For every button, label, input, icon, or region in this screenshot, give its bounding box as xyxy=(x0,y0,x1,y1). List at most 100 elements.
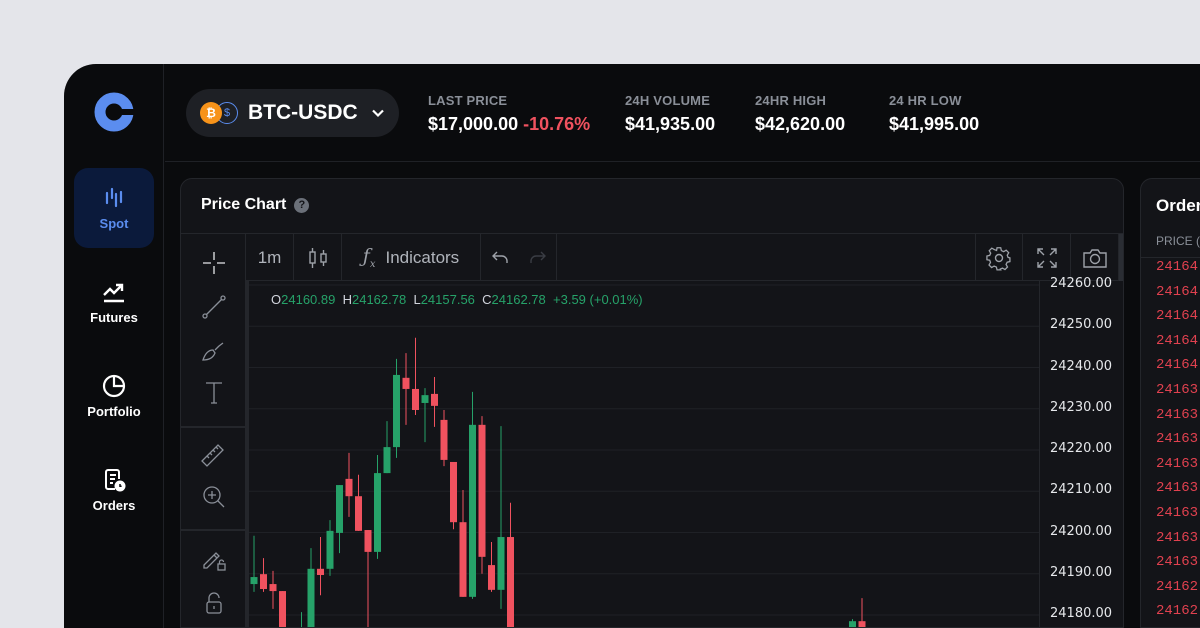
ask-price[interactable]: 24164. xyxy=(1156,283,1200,300)
y-tick-label: 24190.00 xyxy=(1050,564,1113,580)
stat-last-price: LAST PRICE $17,000.00 -10.76% xyxy=(428,93,590,135)
chart-toolbar: 1m ƒx Indicators xyxy=(246,233,1123,281)
sidebar-item-futures[interactable]: Futures xyxy=(74,262,154,342)
orders-clock-icon xyxy=(105,468,126,491)
candle-body xyxy=(469,424,476,597)
order-book-title: Order Book xyxy=(1156,196,1200,215)
camera-icon xyxy=(1082,248,1107,268)
ask-price[interactable]: 24164. xyxy=(1156,332,1200,349)
scrollbar[interactable] xyxy=(1119,234,1123,281)
ask-price[interactable]: 24163. xyxy=(1156,455,1200,472)
pair-name: BTC-USDC xyxy=(248,101,358,124)
candle-body xyxy=(355,496,362,531)
candle-body xyxy=(858,621,866,627)
price-column-header: PRICE (USDC) xyxy=(1156,234,1200,248)
sidebar-item-orders[interactable]: Orders xyxy=(74,450,154,530)
stat-label: 24 HR LOW xyxy=(889,93,962,108)
ask-price[interactable]: 24164. xyxy=(1156,357,1200,374)
change-value: +3.59 (+0.01%) xyxy=(553,292,643,307)
stat-24h-volume: 24H VOLUME $41,935.00 xyxy=(625,93,715,135)
sidebar-item-spot[interactable]: Spot xyxy=(74,168,154,248)
chart-left-edge xyxy=(246,281,249,627)
logo-icon[interactable] xyxy=(94,92,134,132)
candle-body xyxy=(393,374,400,448)
y-tick-label: 24220.00 xyxy=(1050,441,1113,456)
market-header: ₿ $ BTC-USDC LAST PRICE $17,000.00 -10.7… xyxy=(165,64,1200,162)
y-tick-label: 24200.00 xyxy=(1050,523,1113,539)
btc-coin-icon: ₿ xyxy=(200,102,222,124)
screenshot-button[interactable] xyxy=(1071,234,1119,281)
settings-button[interactable] xyxy=(975,234,1023,281)
order-book-panel: Order Book PRICE (USDC) 24164. 24164. 2416… xyxy=(1140,178,1200,628)
function-icon: ƒx xyxy=(362,245,376,270)
candle-body xyxy=(279,591,286,627)
y-tick-label: 24260.00 xyxy=(1050,276,1113,291)
sidebar-item-label: Orders xyxy=(92,497,136,513)
ask-price[interactable]: 24164. xyxy=(1156,308,1200,325)
ask-price[interactable]: 24163. xyxy=(1156,505,1200,521)
redo-icon[interactable] xyxy=(528,249,548,267)
candle-body xyxy=(849,621,856,627)
open-value: 24160.89 xyxy=(281,292,336,307)
close-label: C xyxy=(482,292,492,307)
ruler-icon xyxy=(201,444,224,467)
candle-body xyxy=(450,461,457,523)
crosshair-tool[interactable] xyxy=(195,244,233,282)
ask-price[interactable]: 24163. xyxy=(1156,382,1200,398)
ask-price[interactable]: 24162. xyxy=(1156,603,1200,620)
measure-tool[interactable] xyxy=(195,436,233,474)
candle-body xyxy=(402,377,410,389)
fullscreen-icon xyxy=(1036,247,1057,268)
undo-icon[interactable] xyxy=(490,249,510,267)
stat-value: $42,620.00 xyxy=(755,114,846,134)
crosshair-icon xyxy=(203,252,225,274)
trend-up-icon xyxy=(103,283,124,302)
undo-redo-group xyxy=(481,234,557,281)
lock-tool[interactable] xyxy=(195,584,233,622)
gear-icon xyxy=(986,246,1011,270)
interval-button[interactable]: 1m xyxy=(246,234,294,281)
ask-price[interactable]: 24162. xyxy=(1156,578,1200,595)
pair-selector[interactable]: ₿ $ BTC-USDC xyxy=(186,89,399,137)
lock-drawings-tool[interactable] xyxy=(195,539,233,577)
indicators-button[interactable]: ƒx Indicators xyxy=(342,234,481,281)
zoom-tool[interactable] xyxy=(195,478,233,516)
chevron-down-icon xyxy=(371,109,384,118)
candles-icon xyxy=(105,187,123,207)
trendline-tool[interactable] xyxy=(195,288,233,326)
y-tick-label: 24210.00 xyxy=(1050,482,1113,498)
ohlc-legend: O24160.89 H24162.78 L24157.56 C24162.78 … xyxy=(271,292,643,307)
candle-body xyxy=(260,574,267,590)
sidebar-item-portfolio[interactable]: Portfolio xyxy=(74,356,154,436)
brush-tool[interactable] xyxy=(195,332,233,370)
candle-body xyxy=(345,478,353,497)
ask-price[interactable]: 24163. xyxy=(1156,480,1200,497)
fullscreen-button[interactable] xyxy=(1023,234,1071,281)
price-change: -10.76% xyxy=(523,114,591,134)
ask-price[interactable]: 24163. xyxy=(1156,431,1200,448)
help-icon[interactable]: ? xyxy=(294,197,310,213)
price-axis[interactable]: 24260.00 24250.00 24240.00 24230.00 24220.00… xyxy=(1039,276,1123,627)
candle-body xyxy=(507,537,514,627)
app-window: Spot Futures Portfolio Orders ₿ $ BTC-US… xyxy=(64,64,1200,628)
candle-body xyxy=(307,568,315,627)
toolbar-divider xyxy=(181,529,246,531)
ask-price[interactable]: 24163. xyxy=(1156,529,1200,546)
ask-price[interactable]: 24163. xyxy=(1156,406,1200,423)
y-tick-label: 24230.00 xyxy=(1050,399,1113,415)
unlock-icon xyxy=(206,592,222,614)
sidebar-item-label: Portfolio xyxy=(87,403,141,419)
text-tool[interactable] xyxy=(195,374,233,412)
candle-body xyxy=(317,568,324,575)
ask-price[interactable]: 24164. xyxy=(1156,259,1200,275)
pencil-lock-icon xyxy=(203,552,226,571)
stat-value: $41,935.00 xyxy=(625,114,716,134)
chart-type-button[interactable] xyxy=(294,234,342,281)
ask-price[interactable]: 24163. xyxy=(1156,554,1200,571)
pie-chart-icon xyxy=(102,374,126,397)
candle-body xyxy=(364,530,372,552)
candlestick-chart[interactable] xyxy=(246,281,1039,627)
candle-body xyxy=(336,485,343,533)
candle-body xyxy=(383,447,391,474)
candlestick-icon xyxy=(308,247,327,268)
